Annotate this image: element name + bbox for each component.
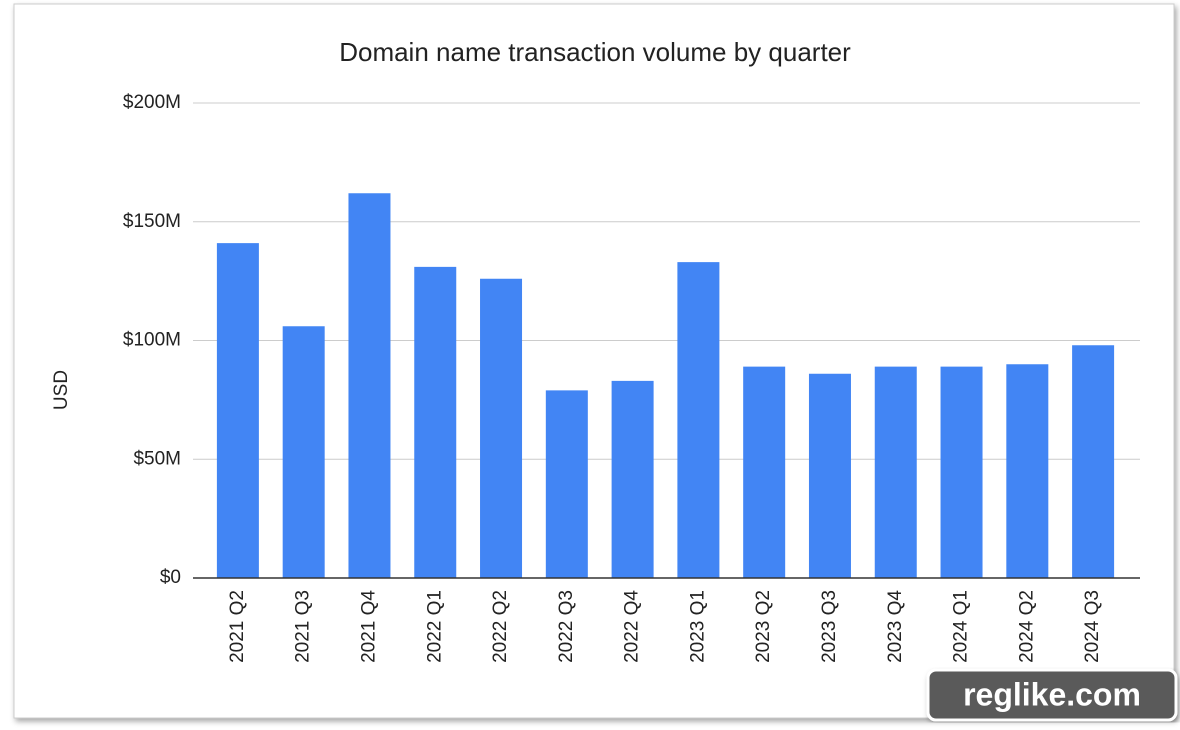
- bar: [808, 373, 851, 578]
- bar: [743, 366, 786, 578]
- bar: [414, 266, 457, 578]
- bar: [480, 278, 523, 578]
- bar: [611, 380, 654, 578]
- bar: [874, 366, 917, 578]
- x-tick-label: 2022 Q1: [424, 590, 445, 663]
- x-tick-label: 2021 Q4: [358, 590, 379, 663]
- x-tick-label: 2023 Q4: [885, 590, 906, 663]
- bar: [1006, 364, 1049, 578]
- y-tick-label: $0: [160, 567, 181, 588]
- x-tick-label: 2024 Q3: [1082, 590, 1103, 663]
- y-tick-label: $200M: [123, 92, 181, 113]
- bar: [216, 243, 259, 578]
- badge-bg: [926, 668, 1178, 722]
- x-tick-label: 2022 Q2: [490, 590, 511, 663]
- y-tick-label: $150M: [123, 211, 181, 232]
- x-tick-label: 2023 Q1: [687, 590, 708, 663]
- y-tick-label: $50M: [133, 448, 181, 469]
- plot: $0 $50M $100M $150M $200M 2021 Q2 2021 Q3 2021 …: [123, 92, 1140, 663]
- x-tick-label: 2024 Q2: [1016, 590, 1037, 663]
- x-tick-label: 2021 Q3: [293, 590, 314, 663]
- x-tick-label: 2023 Q3: [819, 590, 840, 663]
- bar: [677, 262, 720, 578]
- x-tick-label: 2023 Q2: [753, 590, 774, 663]
- bar: [545, 390, 588, 578]
- x-tick-label: 2021 Q2: [227, 590, 248, 663]
- x-tick-label: 2022 Q4: [622, 590, 643, 663]
- bar: [1072, 345, 1115, 578]
- chart-title: Domain name transaction volume by quarte…: [339, 37, 851, 67]
- y-axis-label: USD: [51, 370, 72, 410]
- x-tick-label: 2022 Q3: [556, 590, 577, 663]
- y-tick-label: $100M: [123, 330, 181, 351]
- watermark: reglike.com: [963, 676, 1141, 712]
- card: [13, 3, 1175, 719]
- bar: [348, 193, 391, 578]
- bar: [940, 366, 983, 578]
- bar: [282, 326, 325, 578]
- x-tick-label: 2024 Q1: [951, 590, 972, 663]
- watermark-badge: reglike.com: [926, 668, 1178, 722]
